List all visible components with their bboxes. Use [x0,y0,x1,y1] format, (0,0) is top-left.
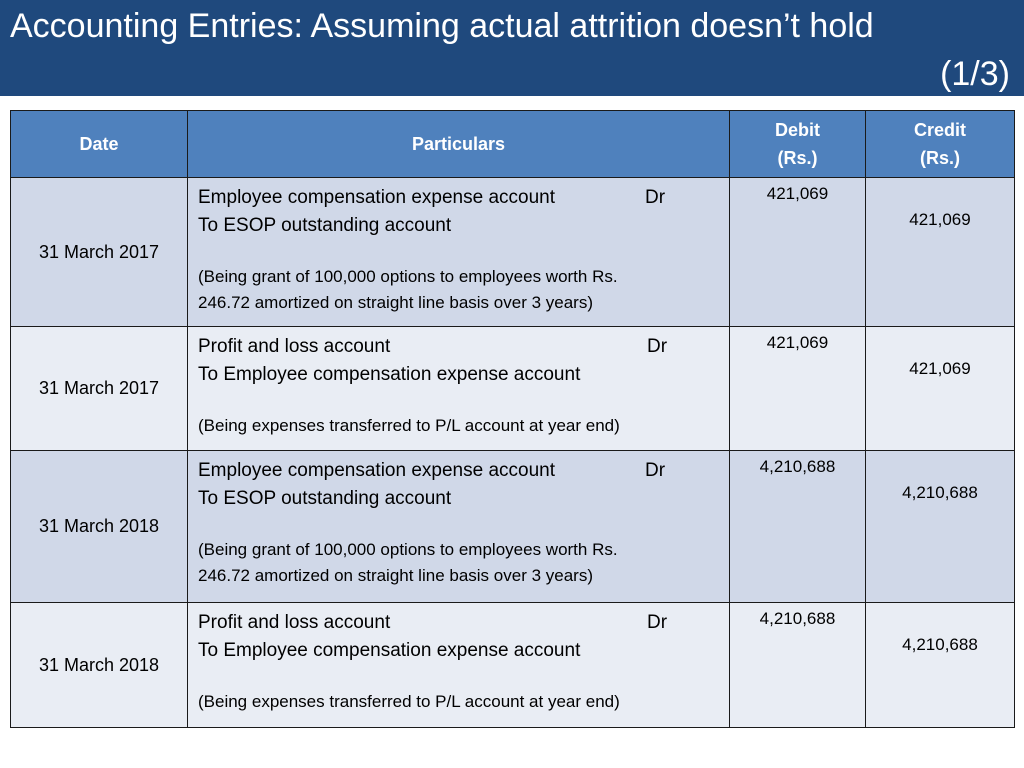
slide-page-indicator: (1/3) [940,55,1010,93]
title-bar: Accounting Entries: Assuming actual attr… [0,0,1024,96]
debit-account-name: Employee compensation expense account [198,460,556,481]
debit-account-name: Profit and loss account [198,612,391,633]
entry-narration: (Being expenses transferred to P/L accou… [198,413,719,439]
journal-entries-table: Date Particulars Debit (Rs.) Credit (Rs.… [10,110,1015,728]
table-row: 31 March 2018 Profit and loss account Dr… [10,602,1015,728]
entry-particulars: Profit and loss account Dr To Employee c… [187,602,730,728]
entry-particulars: Employee compensation expense account Dr… [187,450,730,603]
debit-marker: Dr [647,336,668,357]
column-header-particulars: Particulars [187,110,730,178]
debit-amount: 4,210,688 [729,602,866,728]
debit-marker: Dr [645,187,666,208]
credit-amount: 421,069 [865,177,1015,327]
credit-account-name: To ESOP outstanding account [198,488,452,509]
debit-account-line: Profit and loss account Dr [198,333,719,361]
debit-amount: 421,069 [729,177,866,327]
column-header-debit-label: Debit [775,120,820,140]
column-header-credit-label: Credit [913,120,966,140]
debit-marker: Dr [645,460,666,481]
narration-line: (Being expenses transferred to P/L accou… [198,692,620,711]
slide-title: Accounting Entries: Assuming actual attr… [10,7,874,45]
table-header-row: Date Particulars Debit (Rs.) Credit (Rs.… [10,110,1015,178]
narration-line: (Being grant of 100,000 options to emplo… [198,267,618,286]
column-header-debit-unit: (Rs.) [777,148,818,168]
debit-account-name: Profit and loss account [198,336,391,357]
entry-date: 31 March 2018 [10,602,188,728]
credit-account-name: To ESOP outstanding account [198,215,452,236]
credit-account-name: To Employee compensation expense account [198,364,581,385]
debit-amount: 4,210,688 [729,450,866,603]
entry-particulars: Employee compensation expense account Dr… [187,177,730,327]
entry-narration: (Being grant of 100,000 options to emplo… [198,264,719,316]
table-row: 31 March 2017 Profit and loss account Dr… [10,326,1015,451]
entry-narration: (Being grant of 100,000 options to emplo… [198,537,719,589]
column-header-debit: Debit (Rs.) [729,110,866,178]
debit-account-line: Profit and loss account Dr [198,609,719,637]
debit-marker: Dr [647,612,668,633]
credit-amount: 4,210,688 [865,450,1015,603]
table-row: 31 March 2017 Employee compensation expe… [10,177,1015,327]
column-header-date: Date [10,110,188,178]
debit-account-line: Employee compensation expense account Dr [198,184,719,212]
debit-account-name: Employee compensation expense account [198,187,556,208]
entry-particulars: Profit and loss account Dr To Employee c… [187,326,730,451]
narration-line: 246.72 amortized on straight line basis … [198,293,593,312]
narration-line: (Being expenses transferred to P/L accou… [198,416,620,435]
table-row: 31 March 2018 Employee compensation expe… [10,450,1015,603]
debit-amount: 421,069 [729,326,866,451]
narration-line: 246.72 amortized on straight line basis … [198,566,593,585]
entry-date: 31 March 2018 [10,450,188,603]
credit-amount: 4,210,688 [865,602,1015,728]
entry-date: 31 March 2017 [10,326,188,451]
column-header-credit: Credit (Rs.) [865,110,1015,178]
narration-line: (Being grant of 100,000 options to emplo… [198,540,618,559]
entry-date: 31 March 2017 [10,177,188,327]
debit-account-line: Employee compensation expense account Dr [198,457,719,485]
credit-amount: 421,069 [865,326,1015,451]
column-header-credit-unit: (Rs.) [920,148,960,168]
entry-narration: (Being expenses transferred to P/L accou… [198,689,719,715]
credit-account-name: To Employee compensation expense account [198,640,581,661]
